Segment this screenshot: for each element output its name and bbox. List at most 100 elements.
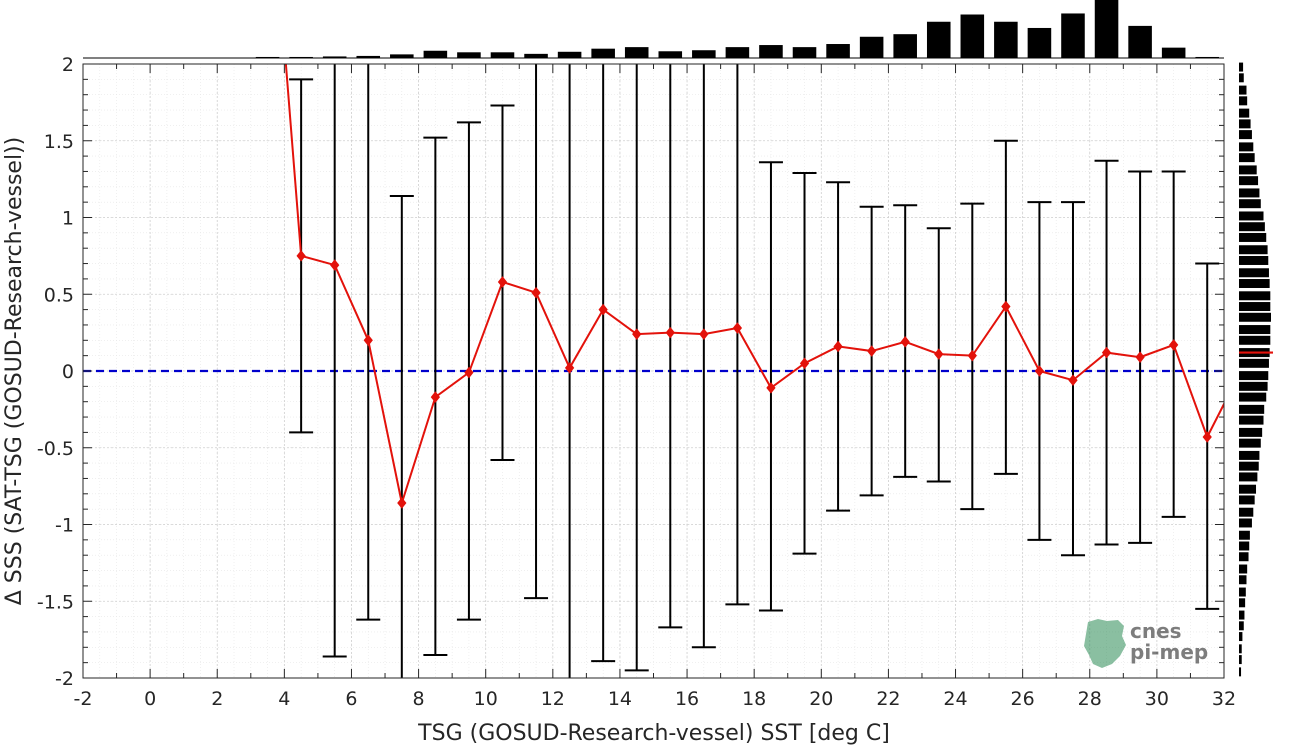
mean-marker — [934, 348, 944, 360]
x-tick-label: 6 — [345, 688, 357, 710]
x-tick-label: 20 — [809, 688, 833, 710]
top-histogram-bar — [1027, 27, 1052, 58]
y-tick-label: 0.5 — [44, 284, 74, 306]
mean-series — [284, 64, 1224, 509]
top-histogram-bar — [557, 51, 582, 58]
side-histogram-bar — [1239, 667, 1242, 677]
x-axis-label: TSG (GOSUD-Research-vessel) SST [deg C] — [417, 721, 890, 746]
x-tick-label: 10 — [474, 688, 498, 710]
side-histogram-bar — [1239, 404, 1265, 414]
side-histogram-bar — [1239, 119, 1251, 129]
side-histogram-bar — [1239, 130, 1252, 140]
mean-marker — [1101, 346, 1112, 359]
side-histogram — [1239, 62, 1273, 677]
side-histogram-bar — [1239, 484, 1257, 494]
mean-marker — [1034, 365, 1045, 377]
side-histogram-bar — [1239, 632, 1243, 642]
top-histogram-bar — [390, 54, 414, 58]
x-tick-label: 26 — [1011, 688, 1035, 710]
mean-marker — [900, 336, 910, 348]
mean-marker — [296, 250, 306, 262]
top-histogram-bar — [792, 47, 817, 58]
side-histogram-bar — [1239, 199, 1261, 209]
side-histogram-bar — [1239, 621, 1244, 631]
axis-ticks — [82, 63, 1225, 679]
top-histogram-bar — [658, 51, 683, 58]
side-histogram-bar — [1239, 279, 1270, 288]
mean-marker — [1202, 431, 1212, 443]
side-histogram-bar — [1239, 96, 1248, 106]
side-histogram-bar — [1239, 255, 1269, 265]
x-tick-label: 12 — [541, 688, 565, 710]
mean-marker — [330, 259, 340, 271]
mean-marker — [531, 286, 541, 299]
top-histogram-bar — [994, 21, 1018, 58]
side-histogram-bar — [1239, 291, 1271, 301]
logo-line1: cnes — [1130, 619, 1182, 643]
top-histogram-bar — [1195, 56, 1219, 58]
y-tick-label: 1.5 — [44, 131, 74, 153]
y-tick-labels: -2 -1.5 -1 -0.5 0 0.5 1 1.5 2 — [37, 54, 74, 690]
logo-line2: pi-mep — [1130, 640, 1208, 664]
side-histogram-bar — [1239, 245, 1268, 255]
top-histogram-bar — [624, 47, 649, 58]
top-histogram-bar — [926, 21, 951, 58]
mean-marker — [564, 362, 575, 374]
mean-marker — [866, 345, 877, 357]
side-histogram-bar — [1239, 655, 1242, 665]
x-tick-label: 24 — [943, 688, 967, 710]
side-histogram-bar — [1239, 312, 1271, 322]
mean-marker — [967, 349, 977, 362]
side-histogram-bar — [1239, 552, 1249, 562]
side-histogram-bar — [1239, 62, 1244, 72]
x-tick-label: 32 — [1212, 688, 1236, 710]
side-histogram-bar — [1239, 371, 1269, 381]
x-tick-label: 4 — [278, 688, 290, 710]
top-histogram-bar — [1128, 25, 1152, 58]
x-tick-label: 30 — [1145, 688, 1169, 710]
side-histogram-bar — [1239, 142, 1254, 152]
side-histogram-bar — [1239, 268, 1269, 278]
side-histogram-bar — [1239, 530, 1250, 540]
mean-marker — [732, 322, 743, 334]
y-axis-label: Δ SSS (SAT-TSG (GOSUD-Research-vessel)) — [2, 137, 27, 605]
logo-map-icon — [1084, 619, 1126, 668]
x-tick-label: 16 — [675, 688, 699, 710]
side-histogram-bar — [1239, 427, 1263, 437]
top-histogram-bar — [289, 56, 313, 58]
side-histogram-bar — [1239, 381, 1268, 391]
side-histogram-bar — [1239, 73, 1244, 83]
y-tick-label: -2 — [55, 668, 74, 690]
top-histogram-bar — [1094, 0, 1119, 58]
top-histogram-bar — [490, 52, 515, 58]
mean-marker — [397, 497, 407, 509]
side-histogram-bar — [1239, 211, 1264, 221]
mean-marker — [1169, 339, 1179, 351]
top-histogram-bar — [1061, 13, 1085, 58]
side-histogram-bar — [1239, 335, 1271, 345]
side-histogram-bar — [1239, 472, 1258, 482]
mean-marker — [632, 328, 642, 340]
top-histogram-bar — [725, 47, 750, 58]
y-tick-label: 0 — [62, 361, 74, 383]
side-histogram-bar — [1239, 507, 1254, 517]
top-histogram-bar — [322, 56, 347, 58]
side-histogram-bar — [1239, 541, 1250, 551]
x-tick-label: 14 — [608, 688, 632, 710]
side-histogram-bar — [1239, 587, 1246, 597]
mean-marker — [699, 328, 709, 340]
x-tick-label: 28 — [1078, 688, 1102, 710]
side-histogram-bar — [1239, 176, 1259, 186]
side-histogram-bar — [1239, 358, 1269, 368]
top-histogram-bar — [1161, 47, 1186, 58]
top-histogram-bar — [826, 44, 850, 58]
x-tick-label: 0 — [144, 688, 156, 710]
side-histogram-bar — [1239, 325, 1271, 335]
side-histogram-bar — [1239, 598, 1246, 608]
mean-line — [284, 64, 1224, 507]
side-histogram-bar — [1239, 518, 1252, 528]
side-histogram-bar — [1239, 222, 1265, 232]
side-histogram-bar — [1239, 564, 1248, 574]
side-histogram-bar — [1239, 108, 1250, 118]
